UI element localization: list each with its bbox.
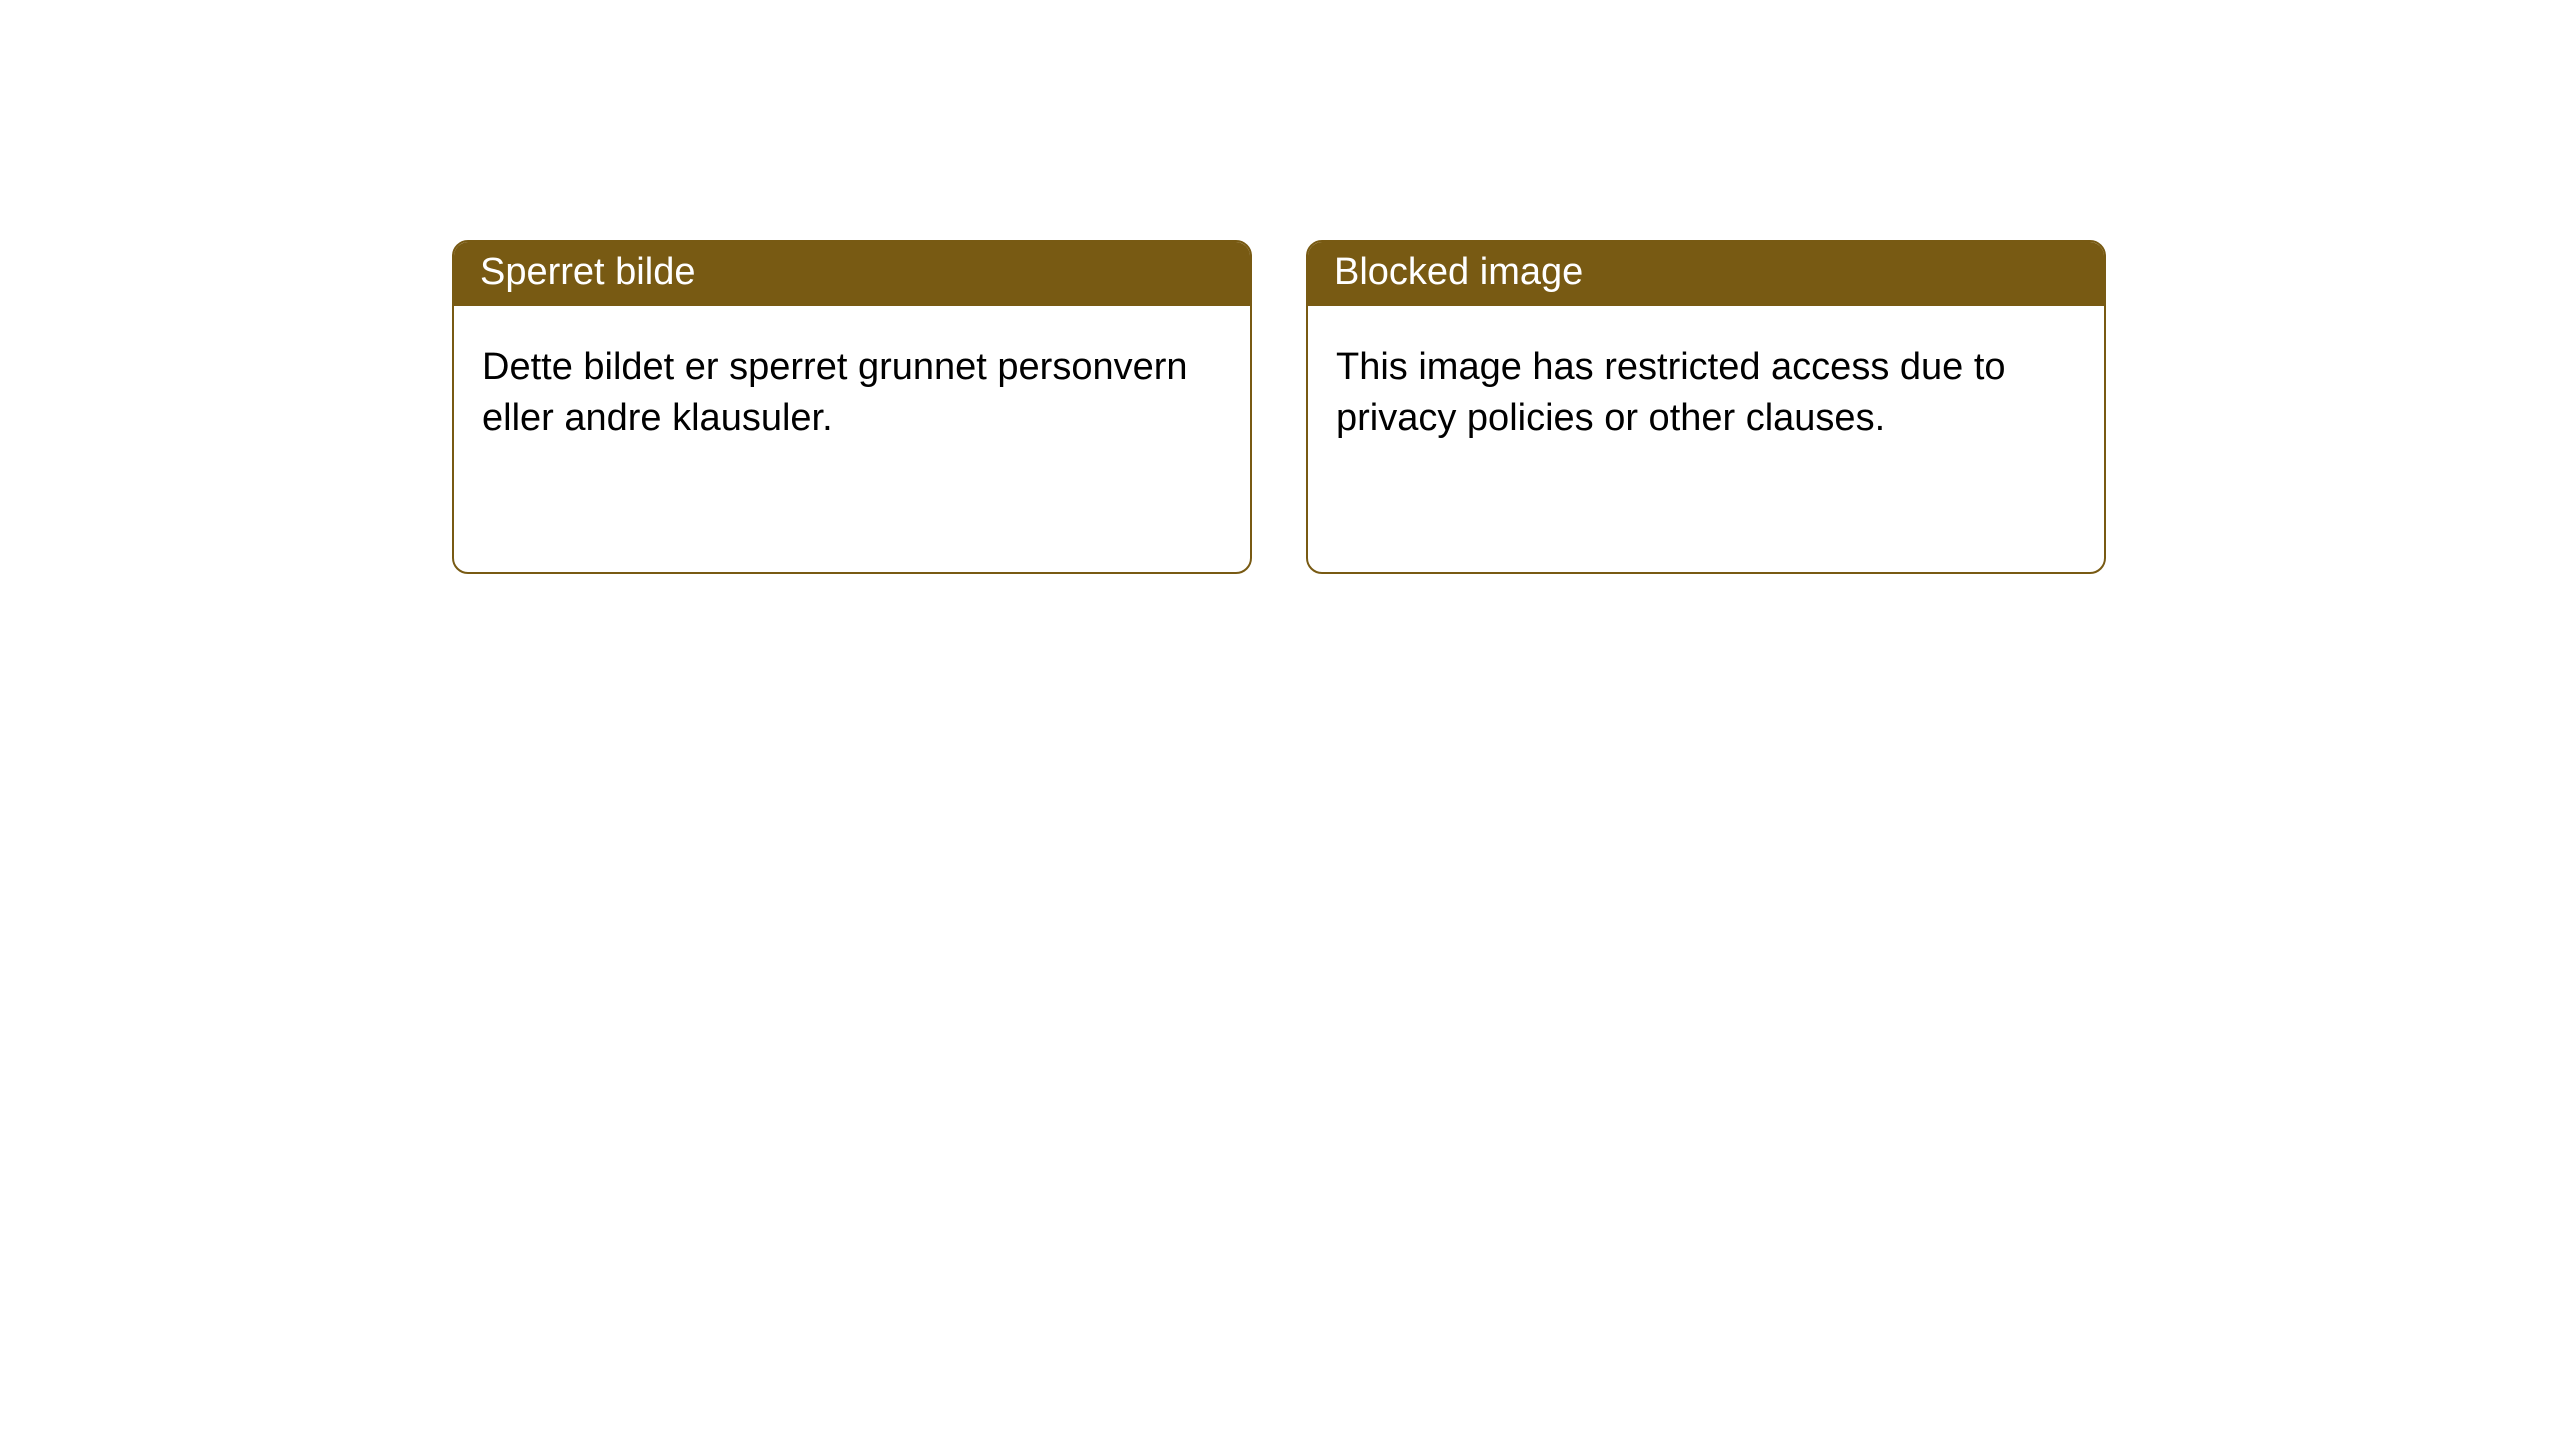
card-title: Blocked image — [1334, 251, 1583, 293]
card-message: This image has restricted access due to … — [1336, 346, 2006, 439]
card-message: Dette bildet er sperret grunnet personve… — [482, 346, 1188, 439]
card-body: This image has restricted access due to … — [1308, 306, 2104, 481]
card-header: Blocked image — [1308, 242, 2104, 306]
card-body: Dette bildet er sperret grunnet personve… — [454, 306, 1250, 481]
card-title: Sperret bilde — [480, 251, 695, 293]
card-header: Sperret bilde — [454, 242, 1250, 306]
blocked-image-card-no: Sperret bilde Dette bildet er sperret gr… — [452, 240, 1252, 574]
blocked-image-card-en: Blocked image This image has restricted … — [1306, 240, 2106, 574]
cards-container: Sperret bilde Dette bildet er sperret gr… — [0, 0, 2560, 574]
